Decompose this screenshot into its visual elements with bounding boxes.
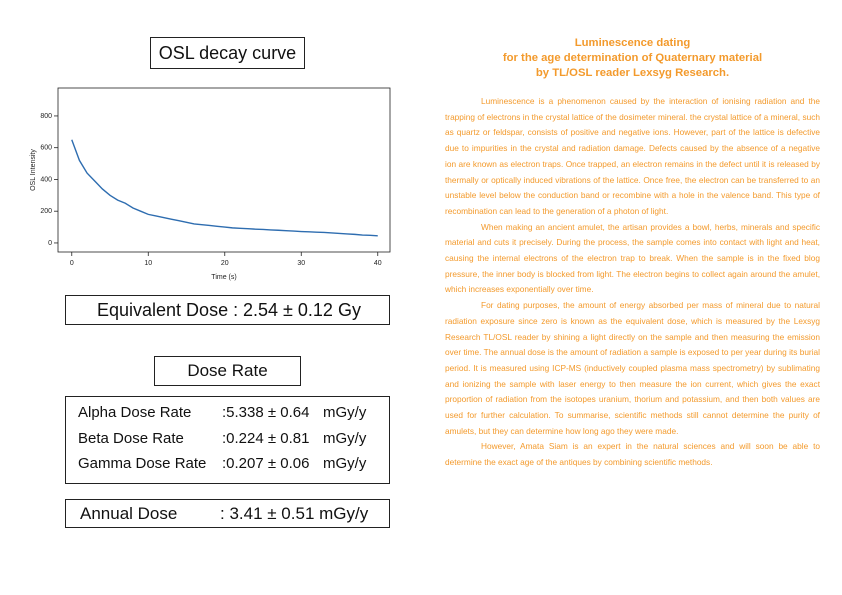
x-tick-label: 0 bbox=[70, 260, 74, 267]
y-tick-label: 800 bbox=[40, 113, 52, 120]
annual-value: : 3.41 ± 0.51 mGy/y bbox=[220, 504, 369, 523]
paragraph: For dating purposes, the amount of energ… bbox=[445, 300, 820, 436]
rate-value: :0.207 ± 0.06 bbox=[222, 455, 310, 472]
y-tick-label: 400 bbox=[40, 176, 52, 183]
rate-label: Gamma Dose Rate bbox=[78, 455, 207, 472]
x-tick-label: 30 bbox=[297, 260, 305, 267]
equivalent-value: 2.54 ± 0.12 Gy bbox=[243, 300, 361, 320]
x-axis-label: Time (s) bbox=[211, 274, 236, 281]
equivalent-label: Equivalent Dose : bbox=[97, 300, 239, 320]
heading-line: by TL/OSL reader Lexsyg Research. bbox=[535, 67, 730, 79]
rate-label: Beta Dose Rate bbox=[78, 429, 184, 447]
dose-rate-box bbox=[154, 356, 301, 386]
y-axis-label: OSL Intensity bbox=[30, 149, 37, 191]
decay-line bbox=[71, 139, 378, 237]
annual-box bbox=[65, 499, 390, 528]
x-tick-label: 40 bbox=[374, 260, 382, 267]
x-tick-label: 10 bbox=[144, 260, 152, 267]
rate-unit: mGy/y bbox=[323, 404, 367, 421]
rate-value: :0.224 ± 0.81 bbox=[222, 429, 310, 447]
paragraph: However, Amata Siam is an expert in the … bbox=[445, 441, 820, 468]
y-tick-label: 200 bbox=[40, 208, 52, 215]
rate-unit: mGy/y bbox=[323, 429, 367, 447]
rates-box bbox=[65, 396, 390, 484]
rate-label: Alpha Dose Rate bbox=[78, 404, 192, 421]
article: Luminescence dating for the age determina… bbox=[445, 36, 820, 471]
rate-value: :5.338 ± 0.64 bbox=[222, 404, 310, 421]
plot-frame bbox=[57, 87, 391, 253]
equivalent-box bbox=[65, 295, 390, 325]
paragraph: Luminescence is a phenomenon caused by t… bbox=[445, 96, 820, 216]
paragraph: When making an ancient amulet, the artis… bbox=[445, 221, 820, 295]
chart-title: OSL decay curve bbox=[158, 43, 297, 63]
heading-line: for the age determination of Quaternary … bbox=[502, 52, 763, 64]
dose-rate-title: Dose Rate bbox=[187, 361, 268, 380]
heading-line: Luminescence dating bbox=[574, 37, 691, 49]
y-tick-label: 0 bbox=[48, 240, 52, 247]
rate-unit: mGy/y bbox=[323, 455, 367, 472]
y-tick-label: 600 bbox=[40, 145, 52, 152]
x-tick-label: 20 bbox=[221, 260, 229, 267]
title-box bbox=[150, 37, 305, 69]
annual-label: Annual Dose bbox=[80, 504, 178, 523]
